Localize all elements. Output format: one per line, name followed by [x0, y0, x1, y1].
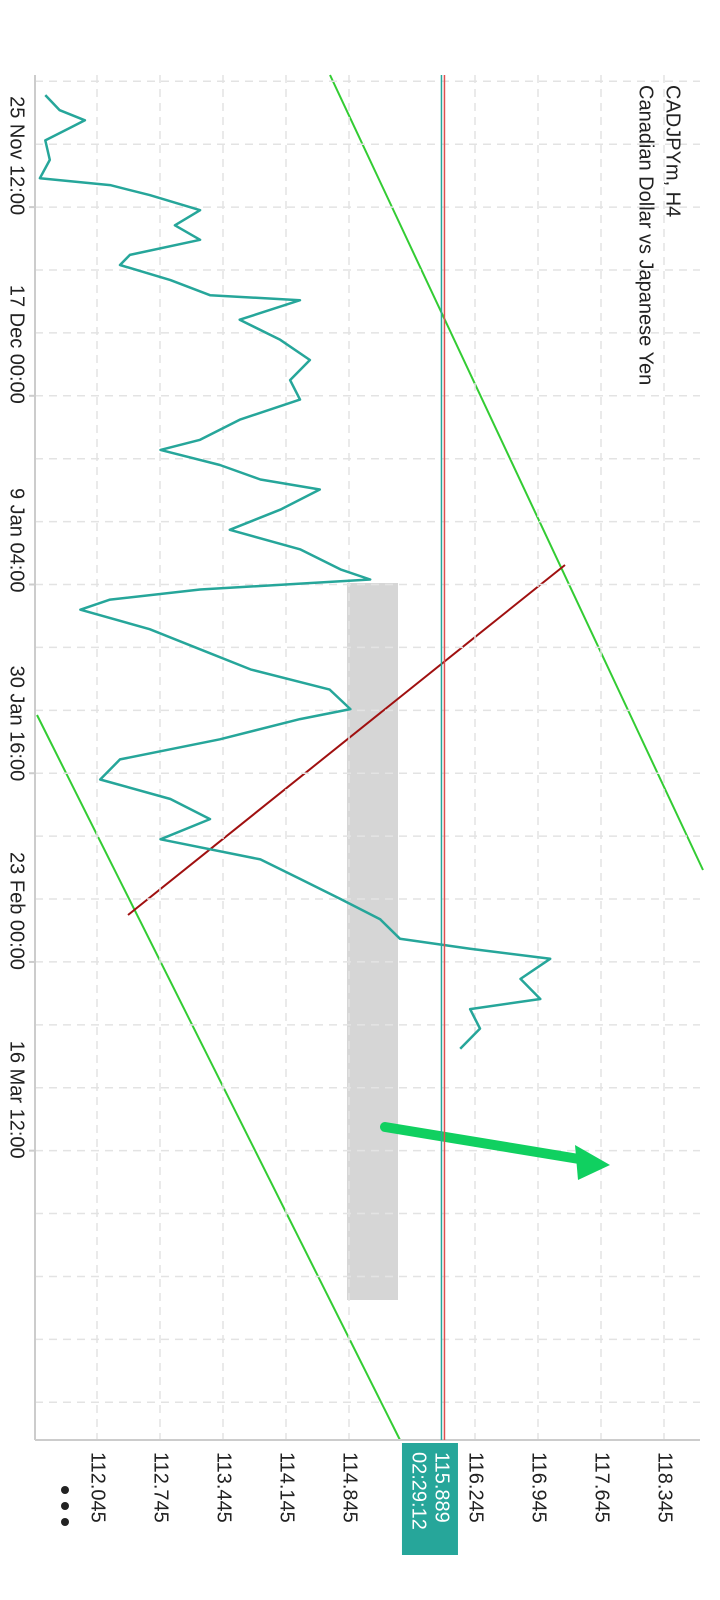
x-tick-label: 23 Feb 00:00 [6, 852, 28, 970]
menu-dot[interactable] [61, 1518, 69, 1526]
y-tick-label: 114.845 [339, 1452, 361, 1523]
arrow-head [575, 1145, 610, 1180]
x-tick-label: 25 Nov 12:00 [6, 96, 28, 215]
menu-dot[interactable] [61, 1486, 69, 1494]
x-tick-label: 30 Jan 16:00 [6, 666, 28, 782]
y-tick-label: 112.045 [87, 1452, 109, 1523]
arrow [380, 1122, 590, 1165]
chart-subtitle: Canadian Dollar vs Japanese Yen [635, 85, 657, 385]
menu-dot[interactable] [61, 1502, 69, 1510]
y-tick-label: 112.745 [150, 1452, 172, 1523]
last-price-box [401, 1443, 458, 1555]
y-tick-label: 116.245 [465, 1452, 487, 1523]
y-tick-label: 114.145 [276, 1452, 298, 1523]
zone-rectangle [347, 583, 398, 1300]
trend-line [127, 564, 566, 916]
last-price-label: 115.889 [431, 1452, 453, 1523]
y-tick-label: 118.345 [654, 1452, 676, 1523]
timer-label: 02:29:12 [408, 1452, 430, 1530]
x-tick-label: 17 Dec 00:00 [6, 285, 28, 404]
x-tick-label: 16 Mar 12:00 [6, 1041, 28, 1159]
y-tick-label: 113.445 [213, 1452, 235, 1523]
channel-line [36, 714, 401, 1441]
y-tick-label: 117.645 [591, 1452, 613, 1523]
plot-area [35, 75, 700, 1440]
y-tick-label: 116.945 [528, 1452, 550, 1523]
x-tick-label: 9 Jan 04:00 [6, 488, 28, 593]
price-line [38, 94, 552, 1050]
chart-title: CADJPYm, H4 [662, 85, 684, 217]
